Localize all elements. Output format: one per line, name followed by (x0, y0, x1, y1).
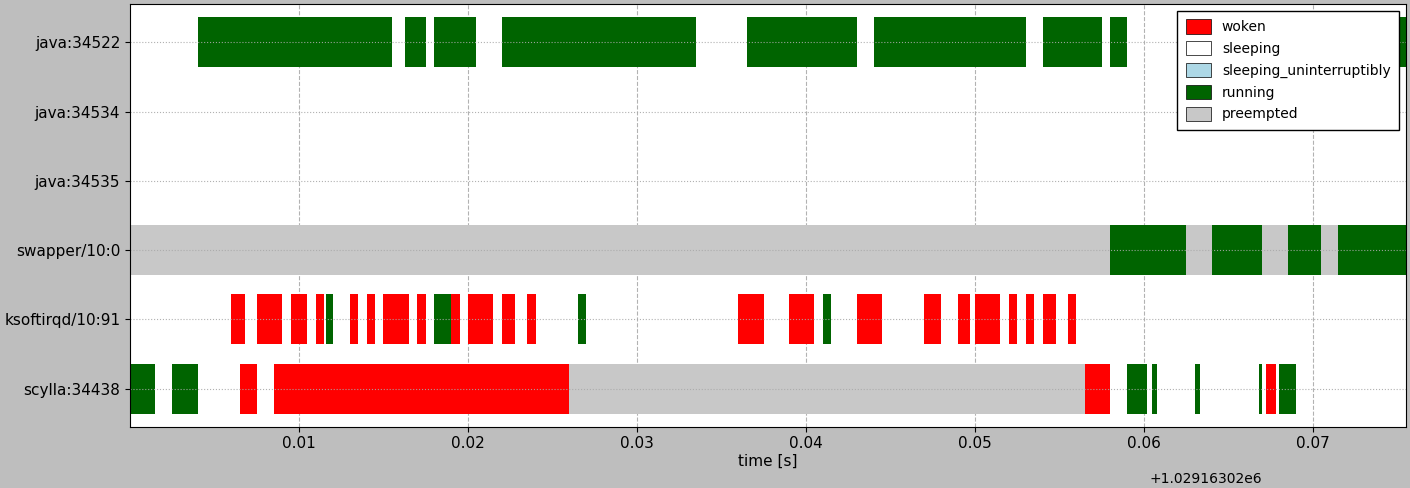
Bar (924, 294, 940, 344)
Bar (130, 225, 1110, 275)
Bar (384, 294, 400, 344)
Bar (130, 364, 155, 413)
Legend: woken, sleeping, sleeping_uninterruptibly, running, preempted: woken, sleeping, sleeping_uninterruptibl… (1177, 11, 1399, 130)
Bar (1211, 225, 1262, 275)
Bar (1067, 294, 1076, 344)
Bar (1152, 364, 1158, 413)
Bar (367, 294, 375, 344)
Bar (477, 364, 570, 413)
Bar (240, 364, 257, 413)
Bar (1025, 294, 1034, 344)
Bar (1363, 18, 1406, 67)
Bar (231, 294, 245, 344)
Bar (197, 18, 392, 67)
Bar (1042, 294, 1056, 344)
Bar (417, 294, 426, 344)
Bar (1194, 364, 1200, 413)
Bar (326, 294, 333, 344)
Bar (527, 294, 536, 344)
Bar (290, 294, 307, 344)
Bar (1287, 225, 1321, 275)
Bar (172, 364, 197, 413)
Bar (1008, 294, 1017, 344)
Bar (1266, 364, 1276, 413)
Bar (823, 294, 832, 344)
Bar (1259, 364, 1262, 413)
Bar (578, 294, 587, 344)
Bar (257, 294, 282, 344)
Text: +1.02916302e6: +1.02916302e6 (1149, 471, 1262, 486)
Bar (1279, 364, 1296, 413)
Bar (1177, 18, 1296, 67)
Bar (468, 294, 481, 344)
Bar (316, 294, 324, 344)
Bar (451, 294, 460, 344)
Bar (974, 294, 991, 344)
Bar (1084, 364, 1110, 413)
Bar (350, 294, 358, 344)
Bar (1262, 225, 1287, 275)
Bar (790, 294, 815, 344)
Bar (1127, 364, 1148, 413)
Bar (1186, 225, 1211, 275)
Bar (1042, 18, 1101, 67)
Bar (502, 18, 697, 67)
Bar (747, 18, 857, 67)
X-axis label: time [s]: time [s] (739, 454, 798, 469)
Bar (400, 294, 409, 344)
Bar (991, 294, 1000, 344)
Bar (1321, 225, 1338, 275)
Bar (481, 294, 494, 344)
Bar (274, 364, 350, 413)
Bar (857, 294, 883, 344)
Bar (434, 294, 451, 344)
Bar (570, 364, 1084, 413)
Bar (957, 294, 970, 344)
Bar (739, 294, 764, 344)
Bar (874, 18, 1025, 67)
Bar (406, 18, 426, 67)
Bar (502, 294, 515, 344)
Bar (1321, 18, 1355, 67)
Bar (350, 364, 477, 413)
Bar (1110, 18, 1127, 67)
Bar (1110, 225, 1186, 275)
Bar (434, 18, 477, 67)
Bar (1338, 225, 1406, 275)
